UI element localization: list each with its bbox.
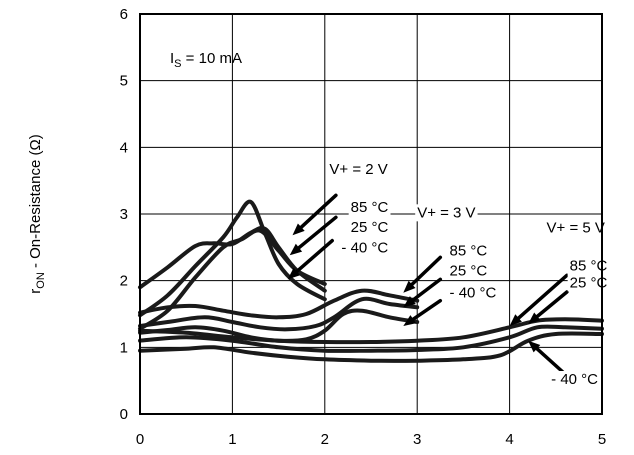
annotation-bg [415, 204, 478, 222]
annotation-bg [447, 284, 499, 302]
arrow-line [516, 273, 569, 320]
annotation-bg [549, 371, 601, 388]
arrow-head [289, 243, 303, 256]
y-tick-label: 3 [120, 206, 128, 223]
annotation-bg [544, 219, 607, 237]
y-tick-label: 6 [120, 6, 128, 23]
x-tick-label: 3 [413, 431, 421, 448]
arrow-head [528, 312, 541, 324]
annotation-bg [327, 161, 390, 178]
series-line [138, 288, 420, 320]
arrow-line [411, 277, 443, 302]
series-line [138, 199, 327, 318]
arrow-line [297, 215, 338, 250]
y-axis-label: rON - On-Resistance (Ω) [27, 134, 47, 293]
arrow-line [295, 238, 334, 274]
y-tick-label: 0 [120, 406, 128, 423]
grid [140, 14, 602, 414]
arrow-line [299, 193, 338, 229]
x-tick-label: 2 [321, 431, 329, 448]
annotation-bg [348, 199, 391, 216]
annotation-label: - 40 °C [341, 240, 388, 257]
x-tick-label: 0 [136, 431, 144, 448]
annotation-bg [567, 274, 610, 292]
y-tick-label: 2 [120, 273, 128, 290]
y-tick-label: 4 [120, 139, 128, 156]
y-tick-labels: 0 1 2 3 4 5 6 [120, 6, 128, 423]
annotation-label: V+ = 2 V [329, 161, 387, 178]
x-tick-label: 1 [228, 431, 236, 448]
annotation-label: 25 °C [570, 274, 608, 291]
y-tick-label: 1 [120, 339, 128, 356]
series-line [138, 324, 604, 353]
arrow-head [403, 315, 417, 326]
annotations: V+ = 2 V85 °C25 °C- 40 °CV+ = 3 V85 °C25… [327, 161, 610, 388]
arrow-head [292, 223, 305, 236]
annotation-bg [339, 239, 391, 257]
plot-frame [139, 13, 603, 415]
x-tick-labels: 0 1 2 3 4 5 [136, 431, 606, 448]
x-tick-label: 4 [505, 431, 513, 448]
annotation-label: 25 °C [351, 219, 389, 236]
annotation-bg [348, 219, 391, 236]
annotation-bg [567, 257, 610, 275]
series-line [138, 296, 420, 332]
arrow-line [535, 290, 569, 319]
x-tick-label: 5 [598, 431, 606, 448]
annotation-label: - 40 °C [551, 371, 598, 388]
annotation-arrows [287, 193, 569, 376]
series-lines [138, 199, 604, 363]
annotation-label: 85 °C [450, 242, 488, 259]
arrow-head [287, 267, 301, 280]
annotation-label: V+ = 5 V [547, 220, 605, 237]
arrow-head [528, 340, 541, 353]
annotation-label: 85 °C [570, 258, 608, 275]
y-tick-label: 5 [120, 73, 128, 90]
annotation-label: 25 °C [450, 262, 488, 279]
arrow-line [411, 298, 443, 321]
arrow-head [403, 280, 416, 293]
annotation-label: V+ = 3 V [417, 204, 475, 221]
annotation-bg [447, 262, 490, 280]
condition-label: IS = 10 mA [170, 50, 242, 70]
annotation-label: 85 °C [351, 199, 389, 216]
arrow-head [509, 314, 522, 326]
arrow-head [403, 296, 416, 308]
series-line [138, 225, 327, 293]
arrow-line [535, 346, 567, 376]
annotation-label: - 40 °C [450, 284, 497, 301]
annotation-bg [447, 242, 490, 260]
arrow-line [410, 255, 443, 287]
